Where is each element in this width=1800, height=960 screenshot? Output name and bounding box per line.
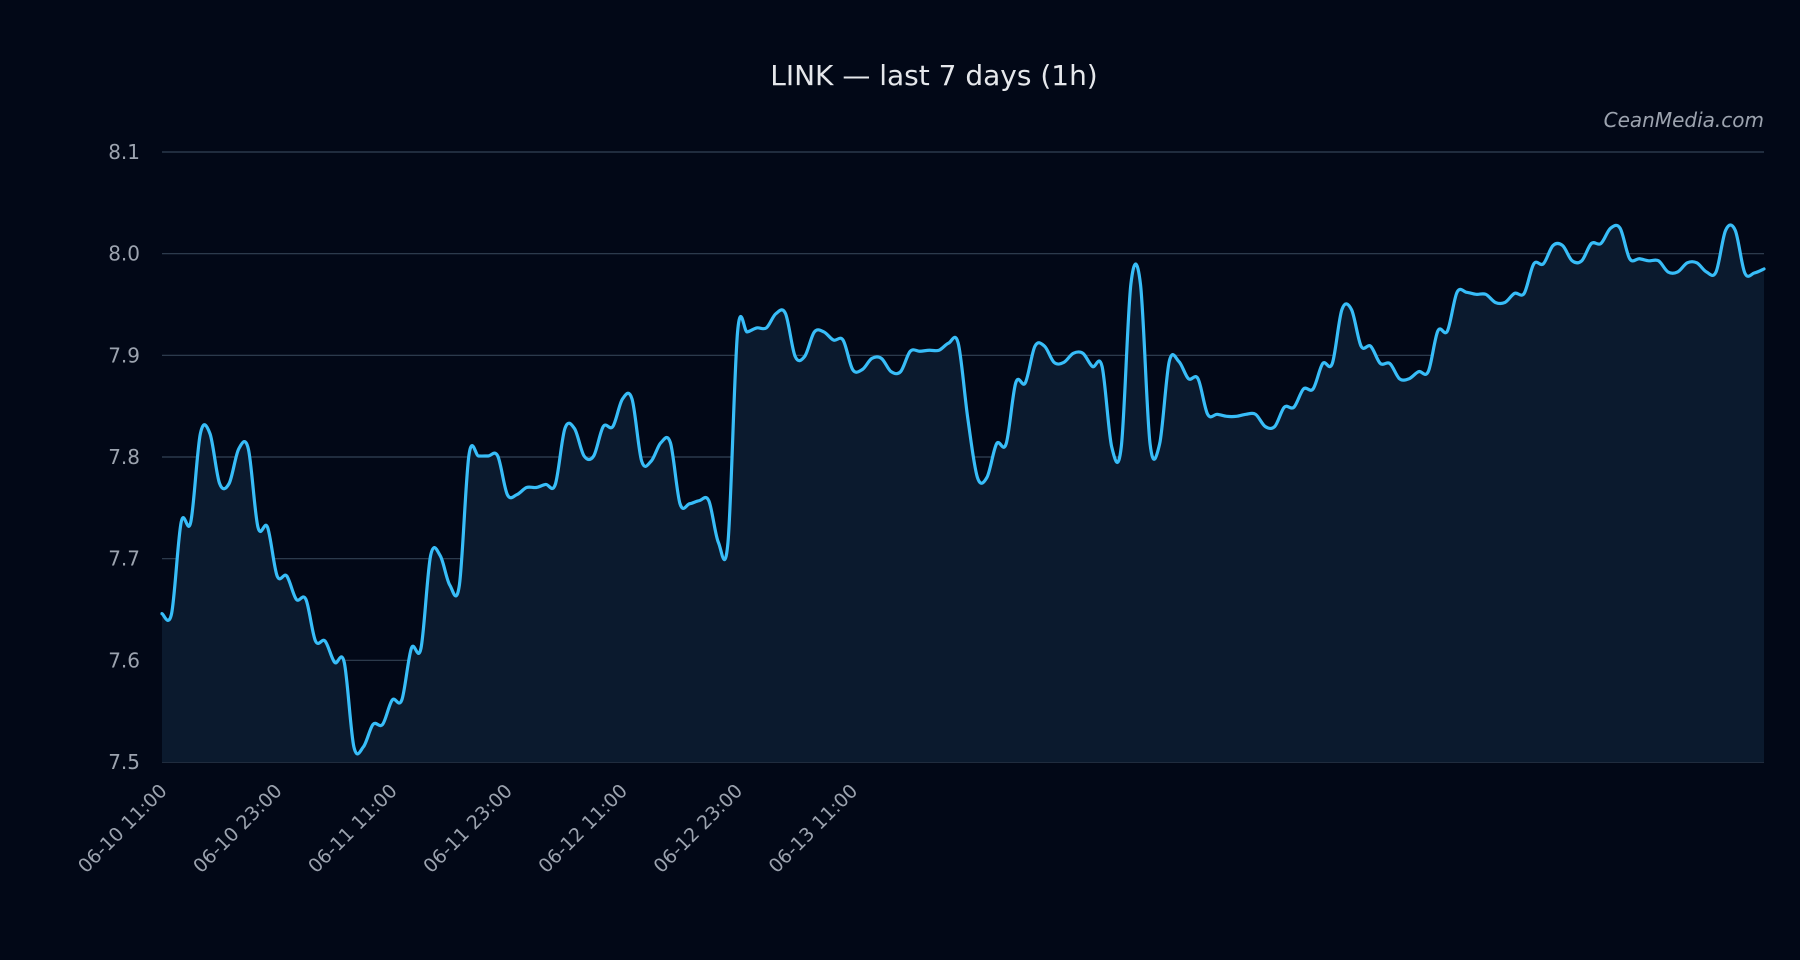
y-tick-label-2: 7.7 xyxy=(108,547,140,571)
watermark-text: CeanMedia.com xyxy=(1604,108,1764,132)
y-tick-label-3: 7.8 xyxy=(108,445,140,469)
y-tick-label-6: 8.1 xyxy=(108,140,140,164)
area-fill xyxy=(162,225,1764,763)
y-tick-label-5: 8.0 xyxy=(108,242,140,266)
y-tick-label-4: 7.9 xyxy=(108,343,140,367)
y-axis-ticks: 7.5 7.6 7.7 7.8 7.9 8.0 8.1 xyxy=(108,140,140,774)
y-tick-label-1: 7.6 xyxy=(108,648,140,672)
chart-title: LINK — last 7 days (1h) xyxy=(770,59,1097,92)
area-fill-group xyxy=(162,225,1764,763)
price-line xyxy=(160,223,1766,756)
price-line-group xyxy=(160,223,1766,756)
y-tick-label-0: 7.5 xyxy=(108,750,140,774)
